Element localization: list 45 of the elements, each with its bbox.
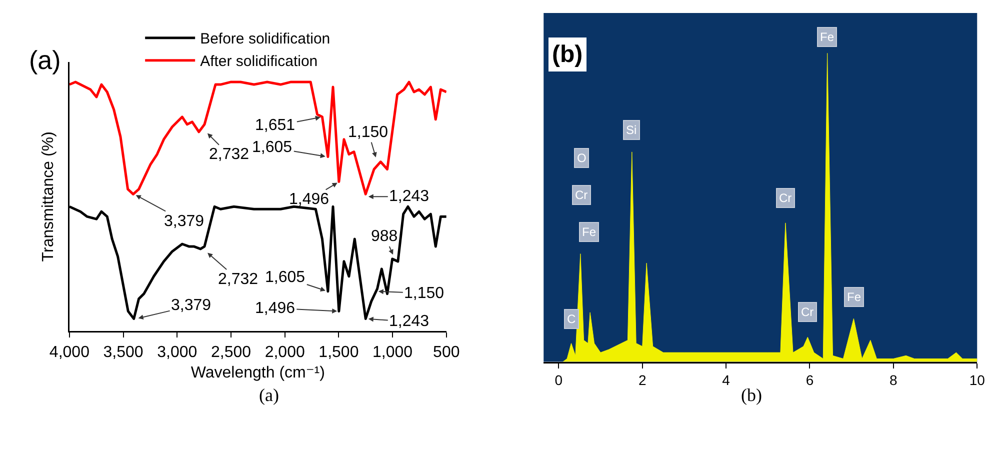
annotation: 1,496 [255, 300, 296, 317]
legend-label: Before solidification [200, 30, 330, 48]
x-tick-label: 6 [806, 372, 814, 388]
x-tick-label: 2,000 [264, 344, 305, 361]
annotation: Fe [847, 290, 862, 304]
annotation: C [567, 312, 576, 326]
annotation: 1,150 [404, 285, 444, 302]
annotation: Cr [801, 305, 814, 319]
x-tick-label: 8 [890, 372, 898, 388]
annotation: 2,732 [218, 271, 258, 288]
annotation: 1,243 [389, 188, 430, 205]
x-tick-label: 3,000 [157, 344, 198, 361]
annotation: Fe [582, 225, 596, 239]
text: (a) [29, 45, 61, 75]
y-axis-title: Transmittance (%) [40, 132, 58, 262]
x-tick-label: 10 [969, 372, 986, 388]
annotation: Cr [779, 191, 792, 205]
x-tick-label: 1,500 [318, 344, 359, 361]
annotation: Fe [820, 30, 834, 44]
x-axis-title: Wavelength (cm⁻¹) [190, 364, 325, 382]
annotation: Si [626, 123, 637, 137]
x-tick-label: 4,000 [49, 344, 90, 361]
x-tick-label: 2 [638, 372, 646, 388]
x-tick-label: 1,000 [372, 344, 413, 361]
legend-label: After solidification [200, 53, 318, 70]
text: (a) [259, 385, 279, 405]
annotation: (b) [552, 41, 583, 68]
annotation: 1,150 [348, 124, 388, 141]
annotation: 2,732 [209, 146, 250, 163]
annotation: O [577, 151, 586, 165]
annotation: 3,379 [164, 213, 204, 230]
x-tick-label: 4 [722, 372, 730, 388]
annotation: 3,379 [171, 297, 212, 314]
x-tick-label: 500 [433, 344, 460, 361]
text: (b) [741, 385, 762, 405]
annotation: 1,243 [389, 313, 430, 330]
annotation: 1,605 [252, 139, 292, 156]
annotation: 988 [371, 228, 398, 245]
annotation: 1,605 [265, 269, 306, 286]
annotation: Cr [575, 188, 588, 202]
x-tick-label: 2,500 [210, 344, 252, 361]
annotation: 1,496 [289, 191, 330, 208]
x-tick-label: 0 [554, 372, 563, 388]
annotation: 1,651 [255, 117, 296, 134]
x-tick-label: 3,500 [103, 344, 144, 361]
